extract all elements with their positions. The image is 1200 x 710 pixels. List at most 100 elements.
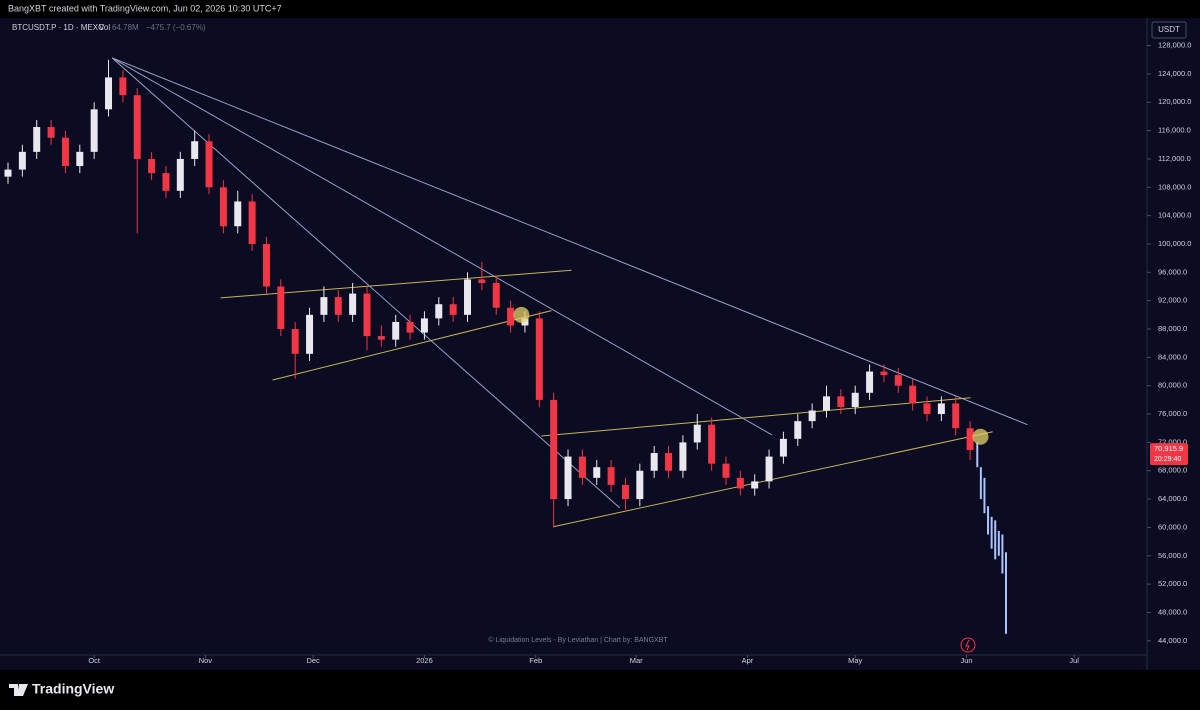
candle-body	[794, 421, 802, 439]
y-tick-label: 84,000.0	[1158, 352, 1187, 361]
y-tick-label: 52,000.0	[1158, 579, 1187, 588]
x-tick-label: Oct	[88, 656, 101, 665]
last-price: 70,915.9	[1154, 444, 1183, 453]
x-tick-label: May	[848, 656, 862, 665]
candle-body	[751, 481, 759, 489]
candle-body	[61, 137, 69, 167]
candle-body	[607, 467, 615, 485]
y-tick-label: 120,000.0	[1158, 97, 1191, 106]
candle-body	[363, 293, 371, 337]
currency: USDT	[1158, 25, 1180, 34]
x-tick-label: Jul	[1069, 656, 1079, 665]
candle-body	[650, 453, 658, 471]
x-tick-label: Jun	[960, 656, 972, 665]
candle-body	[464, 279, 472, 315]
trendline	[541, 397, 971, 437]
candle-body	[837, 396, 845, 407]
candle-body	[593, 467, 601, 478]
candle-body	[779, 438, 787, 457]
event-icon-bolt	[965, 639, 970, 651]
countdown: 20:29:40	[1154, 456, 1181, 463]
x-tick-label: Nov	[199, 656, 213, 665]
candle-body	[119, 77, 127, 96]
candle-body	[851, 392, 859, 407]
candle-body	[306, 314, 314, 354]
candle-body	[262, 243, 270, 287]
candle-body	[866, 371, 874, 393]
candle-body	[248, 201, 256, 244]
y-tick-label: 124,000.0	[1158, 69, 1191, 78]
candle-body	[90, 109, 98, 152]
trendline	[111, 57, 773, 436]
brand: TradingView	[32, 681, 114, 697]
candle-body	[4, 169, 12, 177]
y-tick-label: 80,000.0	[1158, 381, 1187, 390]
candle-body	[449, 304, 457, 315]
header: BangXBT created with TradingView.com, Ju…	[8, 3, 282, 13]
y-tick-label: 92,000.0	[1158, 296, 1187, 305]
volume-label: Vol	[99, 23, 110, 32]
candle-body	[176, 158, 184, 191]
x-tick-label: Dec	[306, 656, 320, 665]
candle-body	[765, 456, 773, 482]
candle-body	[952, 403, 960, 429]
trendline	[111, 57, 621, 509]
candle-body	[492, 282, 500, 308]
candle-body	[478, 279, 486, 283]
candle-body	[937, 403, 945, 415]
candle-body	[693, 424, 701, 443]
last-price-tag	[1150, 443, 1188, 466]
candle-body	[880, 371, 888, 376]
candle-body	[621, 484, 629, 500]
y-tick-label: 44,000.0	[1158, 636, 1187, 645]
y-tick-label: 96,000.0	[1158, 267, 1187, 276]
candle-body	[708, 424, 716, 464]
candle-body	[406, 321, 414, 333]
trendline	[111, 57, 1028, 426]
candle-body	[808, 410, 816, 422]
candle-body	[679, 442, 687, 471]
candle-body	[377, 336, 385, 340]
change: −475.7 (−0.67%)	[146, 23, 206, 32]
x-tick-label: Feb	[529, 656, 542, 665]
candle-body	[105, 77, 113, 110]
y-tick-label: 88,000.0	[1158, 324, 1187, 333]
brand-logo-part	[20, 684, 28, 696]
candle-body	[205, 141, 213, 188]
candle-body	[148, 158, 156, 174]
y-tick-label: 116,000.0	[1158, 126, 1191, 135]
candle-body	[392, 321, 400, 340]
candle-body	[76, 151, 84, 167]
y-tick-label: 56,000.0	[1158, 551, 1187, 560]
candle-body	[736, 477, 744, 489]
footer-bar	[0, 670, 1200, 710]
marker	[513, 306, 530, 323]
event-icon[interactable]	[960, 637, 976, 653]
candle-body	[420, 318, 428, 333]
candle-body	[234, 201, 242, 227]
candle-body	[636, 470, 644, 500]
x-tick-label: 2026	[416, 656, 433, 665]
candle-body	[320, 297, 328, 315]
volume: 64.78M	[112, 23, 139, 32]
candle-body	[564, 456, 572, 500]
candle-body	[162, 173, 170, 191]
y-tick-label: 64,000.0	[1158, 494, 1187, 503]
header-bar	[0, 0, 1200, 18]
symbol: BTCUSDT.P · 1D · MEXC	[12, 23, 104, 32]
candle-body	[822, 396, 830, 411]
candle-body	[33, 127, 41, 152]
candle-body	[277, 286, 285, 330]
y-tick-label: 60,000.0	[1158, 522, 1187, 531]
candle-body	[909, 385, 917, 404]
y-tick-label: 108,000.0	[1158, 182, 1191, 191]
currency-box[interactable]	[1151, 21, 1187, 39]
y-tick-label: 68,000.0	[1158, 466, 1187, 475]
candle-body	[550, 399, 558, 500]
candle-body	[47, 127, 55, 138]
candle-body	[191, 141, 199, 159]
candle-body	[894, 375, 902, 386]
candle-body	[665, 453, 673, 471]
